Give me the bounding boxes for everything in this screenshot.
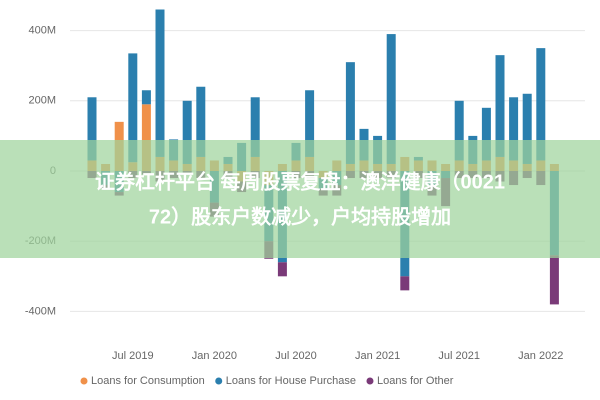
bar — [128, 53, 138, 163]
legend-marker — [215, 377, 223, 385]
bar — [400, 276, 410, 291]
bar — [549, 255, 559, 305]
banner — [0, 140, 600, 258]
x-tick-label: Jul 2019 — [112, 350, 154, 362]
bar — [522, 93, 532, 164]
bar — [87, 97, 97, 161]
bar — [495, 55, 505, 157]
bar — [155, 9, 165, 157]
bar — [141, 104, 151, 171]
bar — [141, 90, 151, 105]
legend-marker — [80, 377, 88, 385]
bar — [182, 100, 192, 164]
legend-label: Loans for Other — [377, 375, 454, 387]
y-tick-label: 200M — [28, 95, 56, 107]
bar — [536, 48, 546, 161]
y-tick-label: -400M — [25, 305, 56, 317]
bar — [196, 86, 206, 157]
bar — [345, 62, 355, 164]
legend-label: Loans for Consumption — [91, 375, 205, 387]
bar — [454, 100, 464, 161]
legend-label: Loans for House Purchase — [226, 375, 356, 387]
bar — [481, 107, 491, 161]
legend-marker — [366, 377, 374, 385]
banner-text: 72）股东户数减少，户均持股增加 — [149, 204, 451, 228]
x-tick-label: Jan 2021 — [355, 350, 400, 362]
y-tick-label: 400M — [28, 24, 56, 36]
bar — [277, 262, 287, 277]
bar — [386, 34, 396, 164]
bar — [305, 90, 315, 157]
x-tick-label: Jul 2021 — [438, 350, 480, 362]
x-tick-label: Jan 2022 — [518, 350, 563, 362]
bar — [509, 97, 519, 161]
bar — [250, 97, 260, 157]
banner-text: 证券杠杆平台 每周股票复盘：澳洋健康（0021 — [95, 169, 505, 193]
x-tick-label: Jul 2020 — [275, 350, 317, 362]
x-tick-label: Jan 2020 — [192, 350, 237, 362]
